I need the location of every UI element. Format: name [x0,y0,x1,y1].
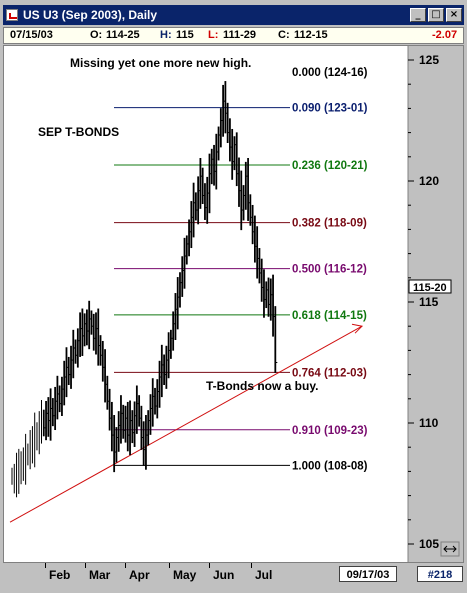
high-value: 115 [176,29,194,41]
current-price-tag-box [408,279,452,294]
current-price-tag: 115-20 [413,282,447,294]
fib-label: 0.764 (112-03) [292,367,367,379]
chart-title: SEP T-BONDS [38,125,119,139]
x-tick-label: May [173,568,197,582]
price-chart: 0.000 (124-16) 0.090 (123-01) 0.236 (120-2… [9,46,463,562]
minimize-button[interactable]: _ [410,8,426,22]
annotation-missing-high: Missing yet one more new high. [70,56,251,70]
zoom-icon[interactable] [440,541,460,557]
x-tick-mark [85,563,86,568]
chart-app-icon [6,9,18,21]
close-label: C: [278,29,290,41]
cursor-date-box: 09/17/03 [339,566,397,582]
x-tick-mark [45,563,46,568]
change-value: -2.07 [432,29,458,41]
fib-label: 0.618 (114-15) [292,310,367,322]
low-value: 111-29 [223,29,257,41]
fib-label: 0.500 (116-12) [292,264,367,276]
y-tick-label: 125 [419,53,439,67]
title-bar[interactable]: US U3 (Sep 2003), Daily _ □ × [3,5,464,25]
trend-arrowhead [351,323,364,334]
low-label: L: [208,29,219,41]
quote-date: 07/15/03 [10,29,53,41]
fib-label: 0.000 (124-16) [292,67,368,79]
x-tick-label: Feb [49,568,71,582]
x-tick-mark [125,563,126,568]
close-button[interactable]: × [446,8,462,22]
x-tick-mark [169,563,170,568]
x-tick-label: Mar [89,568,111,582]
fib-label: 0.236 (120-21) [292,160,368,172]
open-value: 114-25 [106,29,140,41]
fib-label: 0.382 (118-09) [292,218,367,230]
y-tick-label: 105 [419,537,439,551]
fib-label: 0.910 (109-23) [292,425,368,437]
fib-label: 1.000 (108-08) [292,460,368,472]
quote-bar: 07/15/03 O: 114-25 H: 115 L: 111-29 C: 1… [3,27,464,44]
high-label: H: [160,29,172,41]
close-value: 112-15 [294,29,328,41]
fib-label: 0.090 (123-01) [292,103,368,115]
price-axis-panel [408,46,463,562]
open-label: O: [90,29,103,41]
x-tick-label: Apr [129,568,150,582]
y-tick-label: 110 [419,416,439,430]
x-tick-mark [251,563,252,568]
annotation-bonds-buy: T-Bonds now a buy. [206,379,318,393]
time-axis: Feb Mar Apr May Jun Jul 09/17/03 #218 [3,563,464,587]
chart-area: 0.000 (124-16) 0.090 (123-01) 0.236 (120-2… [3,45,464,563]
trend-line [9,325,363,523]
window-title: US U3 (Sep 2003), Daily [23,8,158,22]
x-tick-label: Jun [213,568,235,582]
maximize-button[interactable]: □ [428,8,444,22]
chart-number-box: #218 [417,566,463,582]
y-tick-label: 120 [419,174,439,188]
x-tick-label: Jul [255,568,273,582]
x-tick-mark [209,563,210,568]
y-tick-label: 115 [419,295,439,309]
